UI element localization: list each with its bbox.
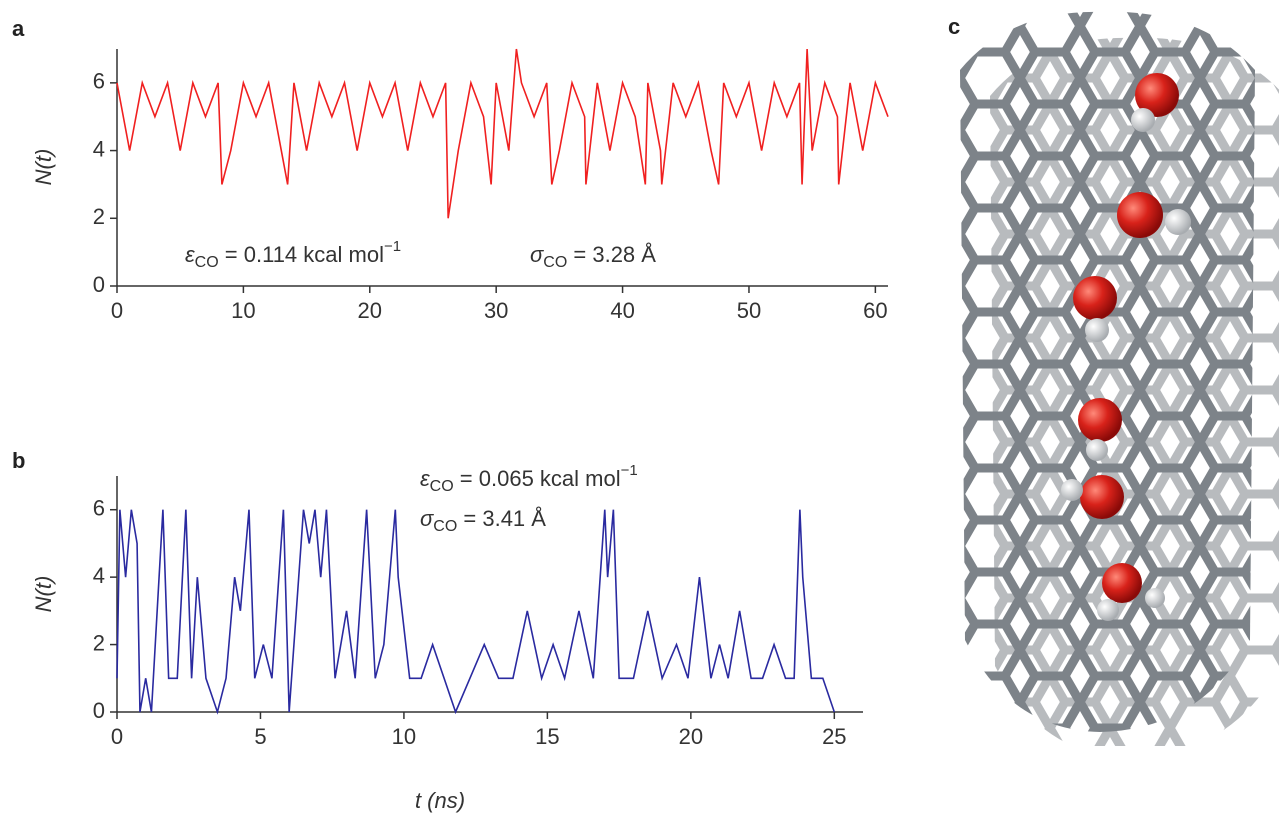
y-tick-label: 0 xyxy=(93,272,105,297)
annotation-superscript: −1 xyxy=(621,462,638,479)
annotation-symbol: σ xyxy=(420,506,434,531)
y-tick-label: 6 xyxy=(93,496,105,521)
annotation-superscript: −1 xyxy=(384,238,401,255)
y-tick-label: 4 xyxy=(93,563,105,588)
y-tick-label: 0 xyxy=(93,698,105,723)
y-tick-label: 2 xyxy=(93,204,105,229)
nanotube-image xyxy=(960,11,1279,746)
x-tick-label: 30 xyxy=(484,298,508,323)
x-tick-label: 50 xyxy=(737,298,761,323)
y-tick-label: 6 xyxy=(93,69,105,94)
x-tick-label: 0 xyxy=(111,298,123,323)
annotation-symbol: σ xyxy=(530,242,544,267)
y-tick-label: 4 xyxy=(93,136,105,161)
annotation-symbol: ε xyxy=(185,242,195,267)
water-molecules xyxy=(1061,73,1191,621)
x-tick-label: 40 xyxy=(610,298,634,323)
annotation-subscript: CO xyxy=(543,254,567,271)
x-axis-label: t (ns) xyxy=(415,788,465,813)
annotation-subscript: CO xyxy=(195,254,219,271)
annotation-text: = 0.114 kcal mol xyxy=(219,242,384,267)
y-axis-label: N(t) xyxy=(31,576,56,613)
panel-label: c xyxy=(948,14,960,39)
x-tick-label: 15 xyxy=(535,724,559,749)
x-tick-label: 5 xyxy=(254,724,266,749)
x-tick-label: 20 xyxy=(358,298,382,323)
x-tick-label: 20 xyxy=(679,724,703,749)
x-tick-label: 60 xyxy=(863,298,887,323)
annotation-symbol: ε xyxy=(420,466,430,491)
x-tick-label: 10 xyxy=(392,724,416,749)
annotation: εCO = 0.114 kcal mol−1 xyxy=(185,238,401,271)
x-tick-label: 10 xyxy=(231,298,255,323)
annotation-text: = 3.41 Å xyxy=(457,506,546,531)
y-axis-label: N(t) xyxy=(31,149,56,186)
annotation: σCO = 3.41 Å xyxy=(420,506,546,535)
annotation-text: = 3.28 Å xyxy=(567,242,656,267)
data-line xyxy=(116,509,836,715)
annotation: σCO = 3.28 Å xyxy=(530,242,656,271)
annotation-text: = 0.065 kcal mol xyxy=(454,466,621,491)
data-line xyxy=(116,48,889,219)
panel-label: b xyxy=(12,448,25,473)
x-tick-label: 25 xyxy=(822,724,846,749)
annotation-subscript: CO xyxy=(430,478,454,495)
y-tick-label: 2 xyxy=(93,630,105,655)
annotation: εCO = 0.065 kcal mol−1 xyxy=(420,462,638,495)
x-tick-label: 0 xyxy=(111,724,123,749)
panel-label: a xyxy=(12,16,25,41)
annotation-subscript: CO xyxy=(433,518,457,535)
